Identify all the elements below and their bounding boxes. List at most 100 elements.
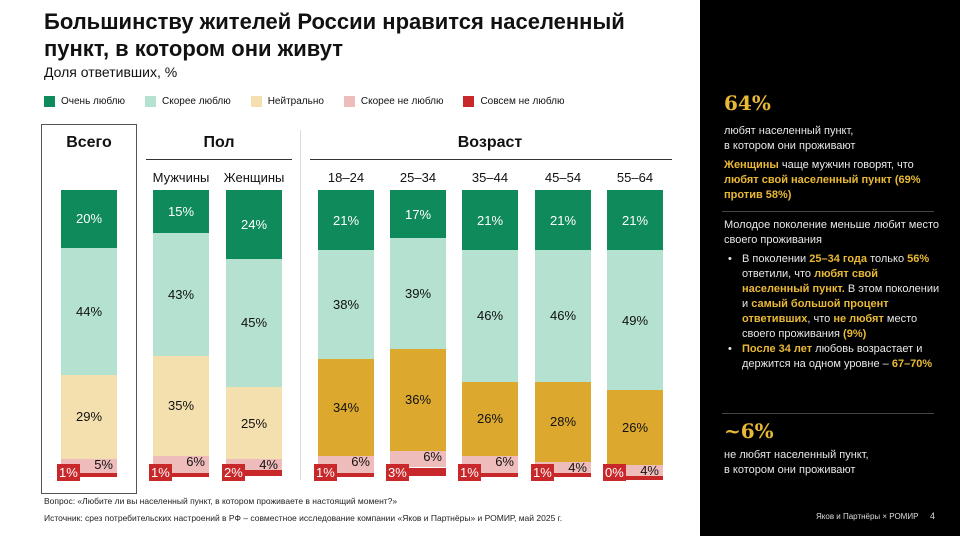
stacked-bar: 21% 46% 26% 6% 1% [458, 190, 518, 481]
legend-label: Очень люблю [61, 96, 126, 107]
data-label: 4% [568, 459, 587, 475]
legend-swatch [44, 96, 55, 107]
legend-label: Нейтрально [267, 96, 324, 107]
text: ответили, что [742, 268, 815, 280]
text: В поколении [742, 253, 810, 265]
bar-segment-rather: 39% [390, 238, 446, 349]
text: 25–34 года [809, 253, 868, 265]
text: , что [807, 313, 834, 325]
bar-segment-rather-not [535, 461, 591, 474]
bar-segment-not-at-all [390, 467, 446, 476]
stat-like-text: любят населенный пункт, в котором они про… [724, 124, 944, 154]
text: самый большой процент ответивших [742, 298, 889, 325]
bullet-after-34: После 34 лет любовь возрастает и держитс… [724, 342, 944, 372]
bar-segment-rather: 49% [607, 250, 663, 391]
bar-segment-not-at-all [462, 473, 518, 478]
text: любят свой населенный пункт. [742, 268, 879, 295]
legend-item: Скорее люблю [145, 96, 231, 107]
legend-swatch [463, 96, 475, 107]
stacked-bar: 21% 49% 26% 4% 0% [603, 190, 663, 481]
legend-label: Скорее не люблю [360, 96, 444, 107]
stat-like: 64% [724, 91, 771, 115]
category-label: 18–24 [327, 170, 365, 185]
legend: Очень люблю Скорее люблю Нейтрально Скорее … [44, 96, 564, 107]
data-label: 1% [314, 464, 337, 481]
text: 67–70% [891, 358, 933, 370]
divider [722, 211, 934, 212]
category-label: 25–34 [399, 170, 437, 185]
bar-segment-not-at-all [535, 473, 591, 478]
data-label: 6% [351, 453, 370, 469]
legend-item: Очень люблю [44, 96, 125, 107]
bar-segment-neutral: 26% [607, 390, 663, 465]
category-label: Женщины [223, 170, 285, 185]
bar-segment-very: 21% [607, 190, 663, 251]
category-label: 35–44 [471, 170, 509, 185]
bar-segment-not-at-all [153, 473, 209, 478]
data-label: 3% [386, 464, 409, 481]
text: (9%) [843, 328, 867, 340]
source-note: Источник: срез потребительских настроени… [44, 513, 563, 523]
bar-segment-rather: 45% [226, 258, 282, 388]
legend-item: Совсем не люблю [463, 96, 564, 107]
data-label: 6% [423, 448, 442, 464]
divider [300, 130, 301, 480]
stacked-bar: 17% 39% 36% 6% 3% [386, 190, 446, 481]
text: любят свой населенный пункт (69% против … [724, 174, 921, 201]
stacked-bar: 15% 43% 35% 6% 1% [149, 190, 209, 481]
divider [722, 413, 934, 414]
bar-segment-very: 21% [535, 190, 591, 251]
young-note: Молодое поколение меньше любит место сво… [724, 219, 940, 246]
text: в котором они проживают [724, 140, 856, 152]
legend-swatch [250, 96, 262, 107]
insights-panel: 64% любят населенный пункт, в котором они… [700, 0, 960, 536]
group-header-total: Всего [66, 134, 112, 151]
bar-segment-rather-not [390, 450, 446, 468]
brand-logo: Яков и Партнёры × РОМИР [816, 512, 919, 521]
divider [310, 159, 672, 160]
bar-segment-not-at-all [607, 476, 663, 480]
stacked-bar: 21% 38% 34% 6% 1% [314, 190, 374, 481]
data-label: 6% [495, 453, 514, 469]
bar-segment-neutral: 25% [226, 387, 282, 459]
data-label: 5% [94, 456, 113, 472]
text: В этом поколении и [742, 283, 940, 310]
data-label: 1% [57, 464, 80, 481]
bar-segment-neutral: 26% [462, 381, 518, 456]
data-label: 4% [259, 456, 278, 472]
bar-segment-rather: 44% [61, 247, 117, 375]
text: не любят [833, 313, 884, 325]
data-label: 1% [149, 464, 172, 481]
legend-swatch [343, 96, 355, 107]
bar-segment-rather-not [607, 464, 663, 476]
bar-segment-very: 17% [390, 190, 446, 239]
bullet-list: В поколении 25–34 года только 56% ответи… [724, 252, 944, 372]
bar-segment-very: 24% [226, 190, 282, 259]
bar-segment-neutral: 36% [390, 348, 446, 451]
bar-segment-rather: 38% [318, 250, 374, 359]
text: Женщины [724, 159, 779, 171]
bar-segment-neutral: 35% [153, 355, 209, 456]
text: После 34 лет [742, 343, 813, 355]
bar-segment-very: 21% [318, 190, 374, 251]
group-header-gender: Пол [203, 134, 235, 151]
data-label: 6% [186, 453, 205, 469]
total-box [41, 124, 137, 494]
text: любовь возрастает и держится на одном ур… [742, 343, 923, 370]
text: место своего проживания [742, 313, 918, 340]
stacked-bar: 20% 44% 29% 5% 1% [57, 190, 117, 481]
group-header-age: Возраст [457, 134, 523, 151]
data-label: 1% [458, 464, 481, 481]
legend-label: Совсем не люблю [480, 96, 565, 107]
text: только [867, 253, 908, 265]
stacked-bar: 21% 46% 28% 4% 1% [531, 190, 591, 481]
bar-segment-rather: 46% [462, 250, 518, 382]
bar-segment-neutral: 29% [61, 374, 117, 459]
stat-dislike-text: не любят населенный пункт, в котором они … [724, 448, 944, 478]
page-number: 4 [930, 511, 936, 521]
data-label: 2% [222, 464, 245, 481]
legend-item: Нейтрально [250, 96, 324, 107]
stacked-bar: 24% 45% 25% 4% 2% [222, 190, 282, 481]
bar-segment-very: 20% [61, 190, 117, 248]
question-note: Вопрос: «Любите ли вы населенный пункт, … [44, 496, 398, 506]
